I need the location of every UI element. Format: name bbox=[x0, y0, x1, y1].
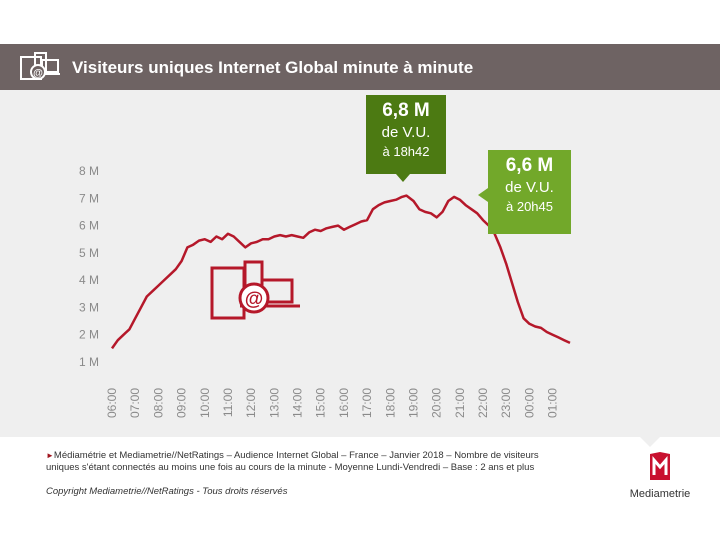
x-tick-label: 13:00 bbox=[267, 388, 281, 418]
x-tick-label: 11:00 bbox=[221, 388, 235, 417]
evening-unit: de V.U. bbox=[505, 179, 554, 196]
svg-text:@: @ bbox=[33, 68, 43, 79]
y-tick-label: 1 M bbox=[79, 355, 99, 369]
peak-callout-pointer bbox=[396, 174, 410, 182]
bullet-arrow-icon: ► bbox=[46, 451, 54, 460]
header-bar bbox=[0, 44, 720, 90]
y-tick-label: 7 M bbox=[79, 191, 99, 205]
x-tick-label: 16:00 bbox=[337, 388, 351, 418]
y-tick-label: 6 M bbox=[79, 219, 99, 233]
y-axis: 1 M 2 M 3 M 4 M 5 M 6 M 7 M 8 M bbox=[79, 164, 99, 369]
y-tick-label: 8 M bbox=[79, 164, 99, 178]
x-tick-label: 14:00 bbox=[291, 388, 305, 418]
peak-time: à 18h42 bbox=[382, 144, 430, 159]
peak-value: 6,8 M bbox=[382, 100, 430, 121]
source-text: Médiamétrie et Mediametrie//NetRatings –… bbox=[46, 450, 539, 473]
x-tick-label: 17:00 bbox=[360, 388, 374, 418]
page-title: Visiteurs uniques Internet Global minute… bbox=[72, 58, 474, 77]
x-tick-label: 07:00 bbox=[128, 388, 142, 418]
mediametrie-logo-mark bbox=[650, 452, 670, 480]
x-tick-label: 21:00 bbox=[453, 388, 467, 418]
y-tick-label: 2 M bbox=[79, 328, 99, 342]
x-tick-label: 06:00 bbox=[105, 388, 119, 418]
devices-at-watermark-icon: @ bbox=[210, 260, 300, 320]
x-tick-label: 22:00 bbox=[476, 388, 490, 418]
copyright-note: Copyright Mediametrie//NetRatings - Tous… bbox=[46, 486, 288, 497]
logo-text: Mediametrie bbox=[629, 488, 691, 500]
x-tick-label: 23:00 bbox=[499, 388, 513, 418]
line-chart: 1 M 2 M 3 M 4 M 5 M 6 M 7 M 8 M 06:00 07:00 08:00… bbox=[79, 164, 571, 418]
x-axis: 06:00 07:00 08:00 09:00 10:00 11:00 12:00 13:00… bbox=[105, 388, 560, 418]
svg-text:@: @ bbox=[245, 289, 264, 310]
x-tick-label: 15:00 bbox=[314, 388, 328, 418]
x-tick-label: 08:00 bbox=[151, 388, 165, 418]
peak-callout: 6,8 M de V.U. à 18h42 bbox=[366, 95, 446, 174]
x-tick-label: 00:00 bbox=[522, 388, 536, 418]
devices-at-icon: @ bbox=[20, 52, 60, 80]
y-tick-label: 4 M bbox=[79, 273, 99, 287]
mediametrie-logo: Mediametrie bbox=[628, 452, 692, 500]
evening-callout: 6,6 M de V.U. à 20h45 bbox=[488, 150, 571, 234]
x-tick-label: 20:00 bbox=[430, 388, 444, 418]
x-tick-label: 01:00 bbox=[546, 388, 560, 418]
x-tick-label: 10:00 bbox=[198, 388, 212, 418]
x-tick-label: 18:00 bbox=[383, 388, 397, 418]
source-note: ►Médiamétrie et Mediametrie//NetRatings … bbox=[46, 450, 566, 473]
peak-unit: de V.U. bbox=[381, 124, 431, 141]
x-tick-label: 09:00 bbox=[175, 388, 189, 418]
evening-value: 6,6 M bbox=[505, 155, 554, 176]
y-tick-label: 3 M bbox=[79, 300, 99, 314]
y-tick-label: 5 M bbox=[79, 246, 99, 260]
evening-callout-pointer bbox=[478, 188, 488, 202]
evening-time: à 20h45 bbox=[506, 199, 553, 214]
chart-area: 1 M 2 M 3 M 4 M 5 M 6 M 7 M 8 M 06:00 07:00 08:00… bbox=[0, 90, 720, 437]
footer-pointer bbox=[640, 437, 660, 447]
x-tick-label: 12:00 bbox=[244, 388, 258, 418]
x-tick-label: 19:00 bbox=[406, 388, 420, 418]
